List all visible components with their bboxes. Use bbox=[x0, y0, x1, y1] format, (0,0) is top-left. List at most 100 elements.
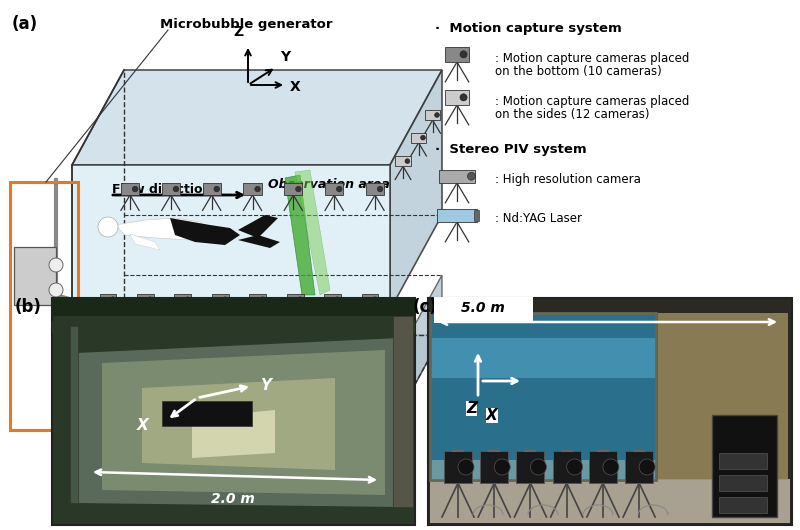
Bar bbox=[712, 415, 778, 517]
Circle shape bbox=[421, 135, 426, 140]
Circle shape bbox=[198, 449, 204, 455]
Circle shape bbox=[494, 459, 510, 475]
Polygon shape bbox=[72, 70, 442, 165]
Bar bbox=[99, 294, 117, 305]
Bar bbox=[286, 294, 303, 305]
Circle shape bbox=[222, 297, 228, 302]
Circle shape bbox=[238, 449, 243, 455]
Text: 5.0 m: 5.0 m bbox=[461, 301, 505, 315]
Circle shape bbox=[173, 186, 178, 192]
Polygon shape bbox=[238, 215, 278, 238]
Bar bbox=[52, 321, 415, 333]
Bar bbox=[480, 451, 508, 483]
Text: Z: Z bbox=[466, 401, 477, 416]
Bar bbox=[428, 298, 792, 525]
Text: on the bottom (10 cameras): on the bottom (10 cameras) bbox=[495, 65, 662, 78]
Text: (b): (b) bbox=[15, 298, 42, 316]
Circle shape bbox=[82, 449, 88, 455]
Circle shape bbox=[254, 186, 260, 192]
Bar bbox=[362, 294, 378, 305]
Bar bbox=[162, 401, 252, 426]
Bar bbox=[187, 446, 206, 458]
Bar bbox=[14, 247, 56, 305]
Bar bbox=[474, 210, 479, 220]
Bar bbox=[444, 451, 472, 483]
Circle shape bbox=[298, 297, 302, 302]
Circle shape bbox=[132, 186, 138, 192]
Text: : Motion capture cameras placed: : Motion capture cameras placed bbox=[495, 52, 690, 65]
Circle shape bbox=[185, 297, 190, 302]
Bar bbox=[658, 313, 788, 480]
Bar bbox=[284, 183, 302, 195]
Bar bbox=[446, 90, 469, 105]
Bar bbox=[446, 47, 469, 62]
Circle shape bbox=[334, 297, 340, 302]
Bar bbox=[430, 338, 656, 378]
Circle shape bbox=[110, 297, 115, 302]
Text: Observation area: Observation area bbox=[268, 178, 390, 191]
Polygon shape bbox=[390, 275, 442, 430]
Text: Y: Y bbox=[260, 377, 271, 393]
Circle shape bbox=[405, 159, 410, 164]
Bar bbox=[430, 479, 790, 523]
Circle shape bbox=[392, 449, 398, 455]
Text: Flow direction: Flow direction bbox=[112, 183, 211, 196]
Circle shape bbox=[314, 449, 320, 455]
Text: : Motion capture cameras placed: : Motion capture cameras placed bbox=[495, 95, 690, 108]
Bar bbox=[226, 446, 244, 458]
Bar bbox=[553, 451, 581, 483]
Bar bbox=[212, 294, 229, 305]
Bar bbox=[70, 326, 78, 503]
Text: X: X bbox=[290, 80, 301, 94]
Bar bbox=[243, 183, 262, 195]
Bar bbox=[430, 313, 656, 480]
Bar bbox=[395, 156, 411, 166]
Circle shape bbox=[434, 112, 439, 118]
Text: (a): (a) bbox=[12, 15, 38, 33]
Polygon shape bbox=[72, 310, 390, 370]
Bar bbox=[110, 446, 128, 458]
Polygon shape bbox=[72, 165, 390, 310]
Circle shape bbox=[460, 51, 467, 58]
Bar bbox=[625, 451, 653, 483]
Text: Visible lines: Visible lines bbox=[135, 405, 219, 418]
Text: : High resolution camera: : High resolution camera bbox=[495, 173, 641, 186]
FancyBboxPatch shape bbox=[434, 297, 533, 323]
Circle shape bbox=[296, 186, 302, 192]
Polygon shape bbox=[192, 410, 275, 458]
Circle shape bbox=[530, 459, 546, 475]
Bar bbox=[411, 132, 426, 143]
Circle shape bbox=[49, 258, 63, 272]
Bar bbox=[71, 446, 89, 458]
Bar bbox=[430, 460, 656, 480]
Text: ·  Stereo PIV system: · Stereo PIV system bbox=[435, 143, 586, 156]
Polygon shape bbox=[238, 235, 280, 248]
Text: X: X bbox=[486, 408, 498, 423]
Polygon shape bbox=[285, 175, 315, 295]
Bar bbox=[265, 446, 283, 458]
Polygon shape bbox=[102, 350, 385, 495]
Text: Microbubble generator: Microbubble generator bbox=[160, 18, 333, 31]
Bar bbox=[162, 183, 180, 195]
Text: X: X bbox=[137, 419, 149, 434]
Circle shape bbox=[458, 459, 474, 475]
Bar bbox=[149, 446, 166, 458]
Circle shape bbox=[286, 312, 292, 318]
Polygon shape bbox=[130, 234, 160, 250]
Bar bbox=[121, 183, 139, 195]
Bar bbox=[719, 497, 766, 513]
Polygon shape bbox=[77, 338, 400, 507]
Polygon shape bbox=[142, 378, 335, 470]
Bar bbox=[366, 183, 384, 195]
Bar bbox=[10, 182, 78, 430]
Bar bbox=[250, 294, 266, 305]
Circle shape bbox=[276, 449, 282, 455]
Bar bbox=[325, 183, 343, 195]
Circle shape bbox=[147, 297, 153, 302]
Circle shape bbox=[372, 297, 378, 302]
Circle shape bbox=[354, 449, 359, 455]
Bar bbox=[52, 298, 415, 525]
Bar bbox=[202, 183, 221, 195]
Text: 2.0 m: 2.0 m bbox=[211, 492, 255, 506]
Circle shape bbox=[260, 297, 265, 302]
